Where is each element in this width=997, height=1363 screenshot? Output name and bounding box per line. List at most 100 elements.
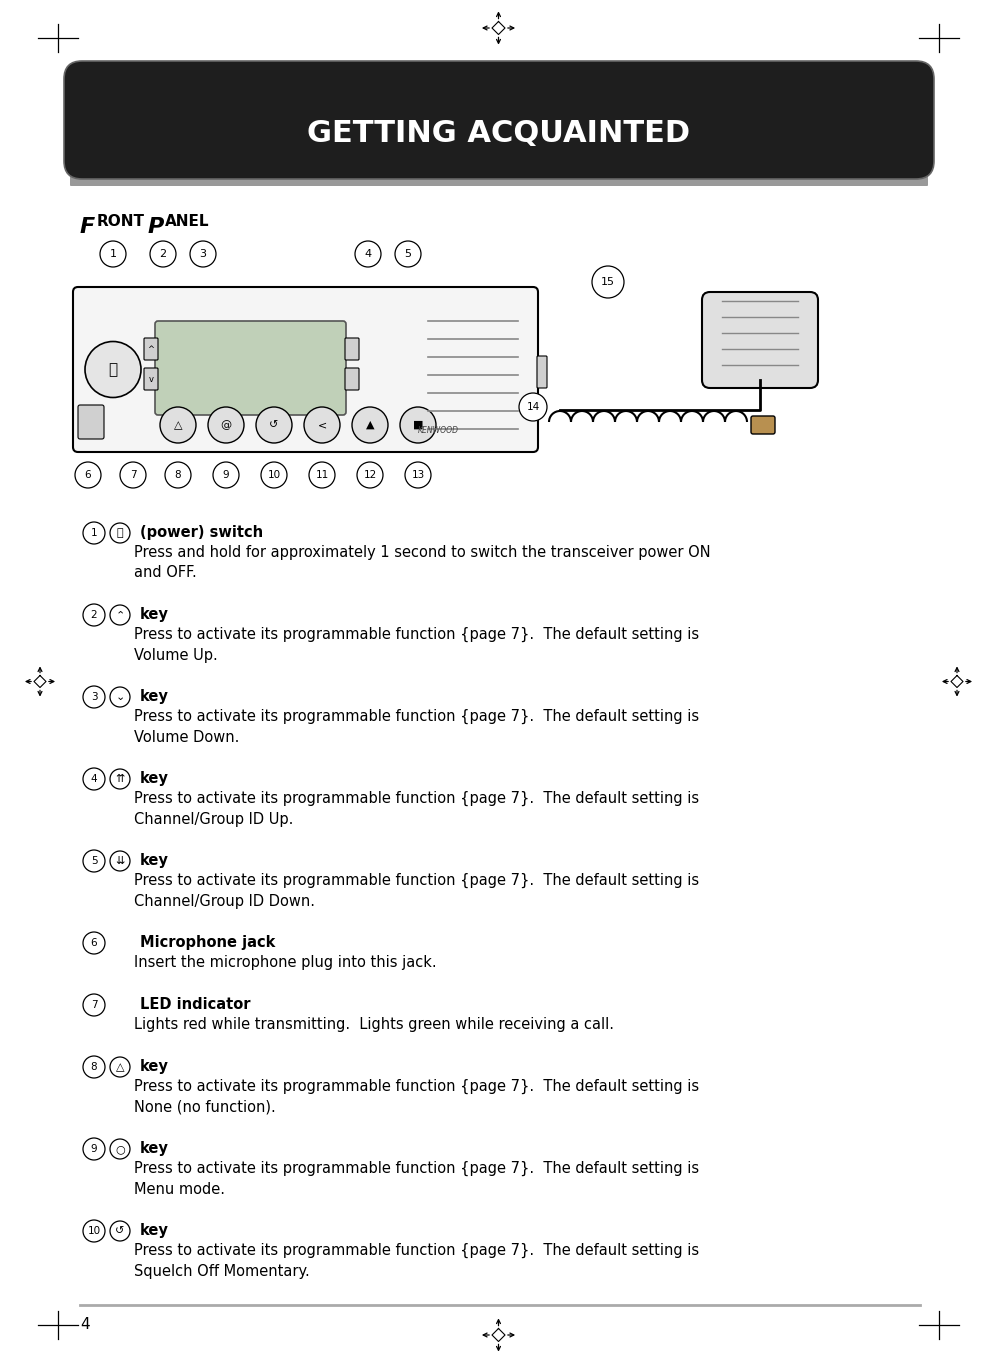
Text: KENWOOD: KENWOOD: [418, 427, 459, 435]
Circle shape: [352, 408, 388, 443]
Circle shape: [83, 932, 105, 954]
Text: 5: 5: [405, 249, 412, 259]
Text: 7: 7: [91, 1000, 98, 1010]
FancyBboxPatch shape: [78, 405, 104, 439]
Text: 14: 14: [526, 402, 539, 412]
Circle shape: [110, 769, 130, 789]
Text: 9: 9: [222, 470, 229, 480]
Text: ⇊: ⇊: [116, 856, 125, 866]
Text: 5: 5: [91, 856, 98, 866]
FancyBboxPatch shape: [73, 288, 538, 453]
Text: ANEL: ANEL: [165, 214, 209, 229]
Circle shape: [355, 241, 381, 267]
Text: ^: ^: [148, 345, 155, 353]
Text: 3: 3: [91, 692, 98, 702]
Circle shape: [85, 342, 141, 398]
Circle shape: [150, 241, 176, 267]
Text: ↺: ↺: [116, 1225, 125, 1236]
Text: ○: ○: [115, 1144, 125, 1154]
Circle shape: [110, 687, 130, 707]
Text: Press to activate its programmable function {page 7}.  The default setting is
Sq: Press to activate its programmable funct…: [134, 1243, 699, 1278]
Text: key: key: [140, 771, 168, 786]
Text: 13: 13: [412, 470, 425, 480]
Text: 1: 1: [110, 249, 117, 259]
Text: @: @: [220, 420, 231, 429]
Text: 8: 8: [91, 1062, 98, 1073]
Circle shape: [357, 462, 383, 488]
FancyBboxPatch shape: [345, 338, 359, 360]
Circle shape: [519, 393, 547, 421]
Text: (power) switch: (power) switch: [140, 525, 263, 540]
Circle shape: [75, 462, 101, 488]
Text: 11: 11: [315, 470, 329, 480]
FancyBboxPatch shape: [64, 61, 934, 179]
Text: v: v: [149, 375, 154, 383]
Circle shape: [165, 462, 191, 488]
Text: 15: 15: [601, 277, 615, 288]
Text: key: key: [140, 1223, 168, 1238]
Circle shape: [592, 266, 624, 298]
Text: 7: 7: [130, 470, 137, 480]
FancyBboxPatch shape: [702, 292, 818, 388]
Text: 3: 3: [199, 249, 206, 259]
Text: Press to activate its programmable function {page 7}.  The default setting is
Ch: Press to activate its programmable funct…: [134, 872, 699, 909]
FancyBboxPatch shape: [70, 170, 928, 185]
Text: ⌄: ⌄: [116, 692, 125, 702]
Circle shape: [83, 1056, 105, 1078]
Text: 10: 10: [88, 1225, 101, 1236]
Polygon shape: [951, 676, 963, 687]
Circle shape: [110, 605, 130, 626]
Text: Press to activate its programmable function {page 7}.  The default setting is
Ch: Press to activate its programmable funct…: [134, 791, 699, 826]
Text: key: key: [140, 607, 168, 622]
Circle shape: [100, 241, 126, 267]
Text: Press to activate its programmable function {page 7}.  The default setting is
Me: Press to activate its programmable funct…: [134, 1161, 699, 1197]
Text: 2: 2: [160, 249, 166, 259]
Circle shape: [395, 241, 421, 267]
FancyBboxPatch shape: [537, 356, 547, 388]
FancyBboxPatch shape: [144, 338, 158, 360]
Polygon shape: [492, 22, 505, 34]
Circle shape: [309, 462, 335, 488]
Circle shape: [83, 1220, 105, 1242]
Text: ↺: ↺: [269, 420, 279, 429]
Text: △: △: [116, 1062, 125, 1073]
Circle shape: [83, 851, 105, 872]
Circle shape: [83, 604, 105, 626]
Text: LED indicator: LED indicator: [140, 996, 250, 1011]
Text: ▲: ▲: [366, 420, 374, 429]
Text: key: key: [140, 1059, 168, 1074]
Circle shape: [256, 408, 292, 443]
Text: 1: 1: [91, 527, 98, 538]
Circle shape: [83, 686, 105, 707]
Text: 2: 2: [91, 611, 98, 620]
Text: GETTING ACQUAINTED: GETTING ACQUAINTED: [307, 119, 691, 147]
Text: 6: 6: [85, 470, 92, 480]
Circle shape: [400, 408, 436, 443]
Text: 4: 4: [91, 774, 98, 784]
Text: 6: 6: [91, 938, 98, 949]
Text: 12: 12: [363, 470, 377, 480]
Text: ⏻: ⏻: [109, 363, 118, 378]
Text: key: key: [140, 690, 168, 705]
Circle shape: [83, 767, 105, 791]
Circle shape: [110, 851, 130, 871]
FancyBboxPatch shape: [155, 322, 346, 414]
Circle shape: [110, 1139, 130, 1159]
FancyBboxPatch shape: [345, 368, 359, 390]
Text: Press to activate its programmable function {page 7}.  The default setting is
Vo: Press to activate its programmable funct…: [134, 709, 699, 744]
Text: key: key: [140, 853, 168, 868]
Text: Press to activate its programmable function {page 7}.  The default setting is
No: Press to activate its programmable funct…: [134, 1079, 699, 1115]
Circle shape: [120, 462, 146, 488]
Text: 10: 10: [267, 470, 280, 480]
Text: <: <: [317, 420, 327, 429]
Text: 4: 4: [80, 1317, 90, 1332]
Text: P: P: [148, 217, 165, 237]
Circle shape: [83, 994, 105, 1015]
Text: ■: ■: [413, 420, 424, 429]
Polygon shape: [492, 1329, 505, 1341]
Text: Microphone jack: Microphone jack: [140, 935, 275, 950]
Circle shape: [160, 408, 196, 443]
Text: Insert the microphone plug into this jack.: Insert the microphone plug into this jac…: [134, 955, 437, 970]
Text: Press and hold for approximately 1 second to switch the transceiver power ON
and: Press and hold for approximately 1 secon…: [134, 545, 711, 581]
Circle shape: [83, 1138, 105, 1160]
